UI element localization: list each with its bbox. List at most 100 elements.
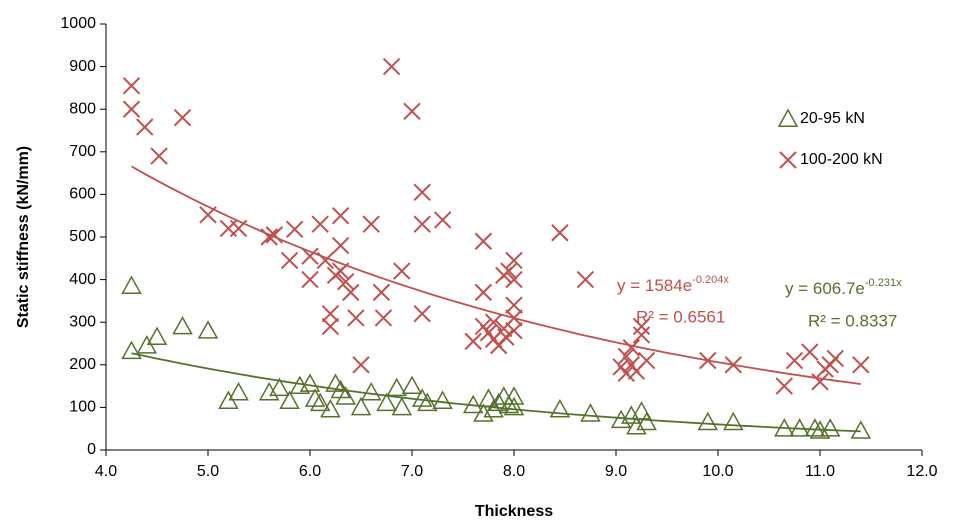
equation-base: y = 606.7e	[785, 279, 865, 298]
equation-exponent: -0.231x	[865, 277, 902, 289]
triangle-marker	[299, 373, 321, 392]
cross-marker	[382, 57, 401, 76]
triangle-marker	[580, 403, 601, 422]
trendline-r2: R² = 0.8337	[808, 311, 897, 330]
x-tick-label: 4.0	[95, 463, 117, 480]
x-tick-label: 12.0	[906, 463, 937, 480]
triangle-marker	[503, 386, 525, 405]
cross-marker	[316, 251, 335, 270]
cross-marker	[617, 347, 635, 365]
triangle-marker	[774, 418, 795, 437]
y-tick-label: 300	[69, 313, 96, 330]
cross-marker	[413, 304, 431, 323]
cross-marker	[811, 373, 829, 391]
triangle-marker	[401, 375, 423, 395]
cross-marker	[150, 147, 168, 165]
trendline	[131, 352, 861, 433]
cross-marker	[342, 283, 360, 302]
triangle-marker	[473, 403, 494, 422]
triangle-marker	[626, 416, 647, 435]
cross-marker	[374, 309, 393, 327]
triangle-marker	[549, 398, 571, 418]
y-tick-label: 1000	[60, 15, 96, 32]
cross-marker	[637, 351, 656, 370]
x-tick-label: 9.0	[605, 463, 627, 480]
triangle-marker	[432, 390, 453, 409]
cross-marker	[336, 273, 355, 291]
triangle-marker	[360, 381, 382, 401]
triangle-marker	[391, 396, 413, 416]
cross-marker	[779, 151, 797, 169]
cross-marker	[280, 251, 299, 270]
trendline-equation: y = 606.7e-0.231x	[785, 277, 902, 299]
triangle-marker	[376, 392, 397, 412]
triangle-marker	[850, 420, 872, 439]
y-tick-label: 200	[69, 356, 96, 373]
triangle-marker	[279, 390, 300, 409]
cross-marker	[265, 226, 284, 244]
cross-marker	[301, 270, 319, 289]
cross-marker	[301, 247, 319, 265]
cross-marker	[347, 309, 365, 327]
y-tick-label: 400	[69, 271, 96, 288]
x-tick-label: 6.0	[299, 463, 321, 480]
triangle-marker	[417, 392, 438, 412]
cross-marker	[505, 296, 523, 314]
x-tick-label: 7.0	[401, 463, 423, 480]
cross-marker	[331, 236, 350, 255]
cross-marker	[331, 206, 350, 225]
cross-marker	[505, 322, 523, 340]
triangle-marker	[789, 418, 810, 437]
x-tick-label: 8.0	[503, 463, 525, 480]
triangle-marker	[631, 401, 652, 420]
triangle-marker	[304, 388, 326, 407]
y-tick-label: 100	[69, 399, 96, 416]
cross-marker	[122, 100, 141, 118]
y-tick-label: 600	[69, 186, 96, 203]
cross-marker	[173, 109, 192, 127]
cross-marker	[136, 118, 154, 136]
cross-marker	[505, 251, 523, 270]
cross-marker	[632, 317, 651, 336]
cross-marker	[699, 351, 717, 370]
cross-marker	[372, 283, 391, 302]
triangle-marker	[335, 386, 356, 405]
triangle-marker	[146, 326, 168, 346]
y-tick-label: 700	[69, 143, 96, 160]
triangle-marker	[636, 411, 657, 431]
triangle-marker	[350, 396, 372, 416]
cross-marker	[617, 364, 635, 383]
cross-marker	[576, 270, 595, 289]
cross-marker	[801, 343, 819, 361]
cross-marker	[500, 262, 518, 280]
cross-marker	[362, 215, 380, 233]
triangle-marker	[503, 396, 525, 416]
cross-marker	[785, 351, 804, 370]
cross-marker	[724, 356, 743, 374]
legend-label: 100-200 kN	[800, 151, 883, 168]
cross-marker	[311, 215, 329, 233]
triangle-marker	[320, 398, 341, 418]
triangle-marker	[819, 418, 841, 437]
cross-marker	[413, 183, 431, 201]
cross-marker	[484, 313, 503, 331]
triangle-marker	[121, 340, 142, 360]
cross-marker	[433, 211, 452, 229]
cross-marker	[403, 102, 421, 121]
triangle-marker	[386, 377, 407, 397]
cross-marker	[474, 232, 493, 250]
cross-marker	[199, 206, 217, 224]
cross-marker	[505, 309, 523, 327]
triangle-marker	[269, 377, 290, 397]
trendline	[131, 165, 861, 385]
cross-marker	[852, 356, 870, 374]
cross-marker	[505, 270, 523, 289]
cross-marker	[474, 283, 493, 302]
cross-marker	[331, 262, 350, 280]
triangle-marker	[462, 394, 484, 414]
triangle-marker	[258, 381, 280, 401]
cross-marker	[497, 328, 515, 346]
y-tick-label: 500	[69, 228, 96, 245]
cross-marker	[551, 224, 569, 242]
triangle-marker	[804, 418, 826, 437]
